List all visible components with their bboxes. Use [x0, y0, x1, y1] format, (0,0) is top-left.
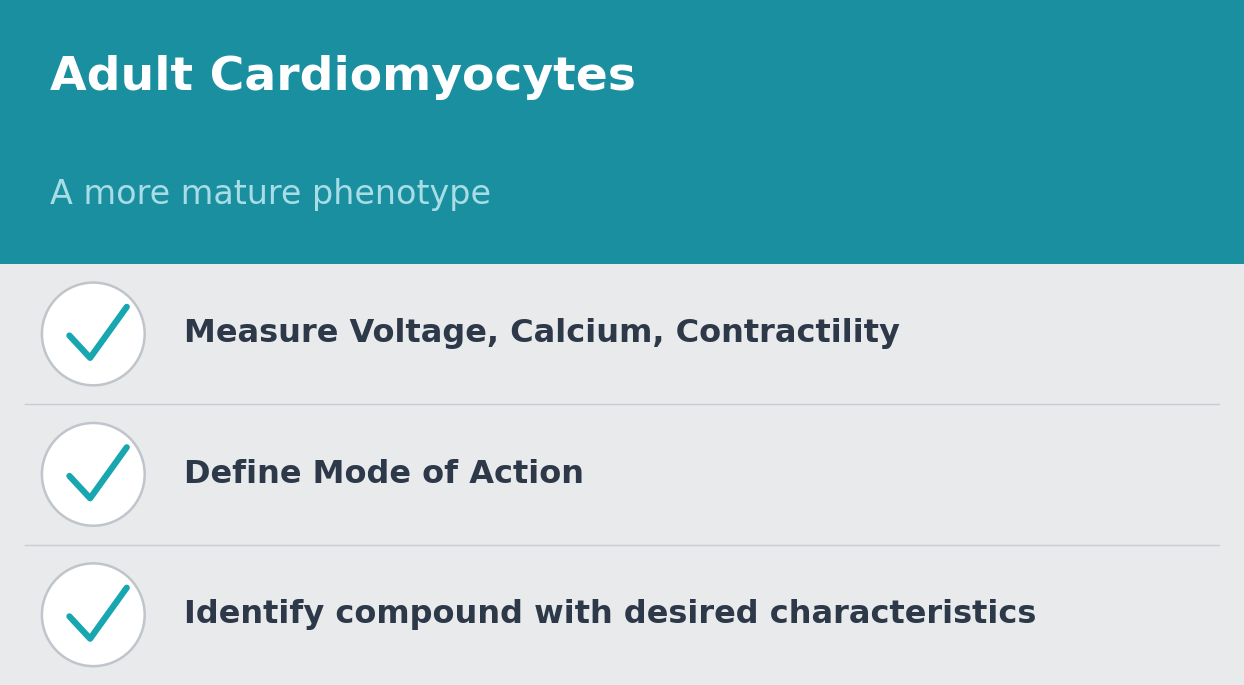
- Ellipse shape: [42, 283, 144, 386]
- Ellipse shape: [42, 423, 144, 526]
- Ellipse shape: [42, 563, 144, 666]
- Text: A more mature phenotype: A more mature phenotype: [50, 178, 491, 211]
- Text: Measure Voltage, Calcium, Contractility: Measure Voltage, Calcium, Contractility: [184, 319, 899, 349]
- FancyBboxPatch shape: [0, 0, 1244, 264]
- Text: Adult Cardiomyocytes: Adult Cardiomyocytes: [50, 55, 636, 100]
- Text: Identify compound with desired characteristics: Identify compound with desired character…: [184, 599, 1036, 630]
- Text: Define Mode of Action: Define Mode of Action: [184, 459, 585, 490]
